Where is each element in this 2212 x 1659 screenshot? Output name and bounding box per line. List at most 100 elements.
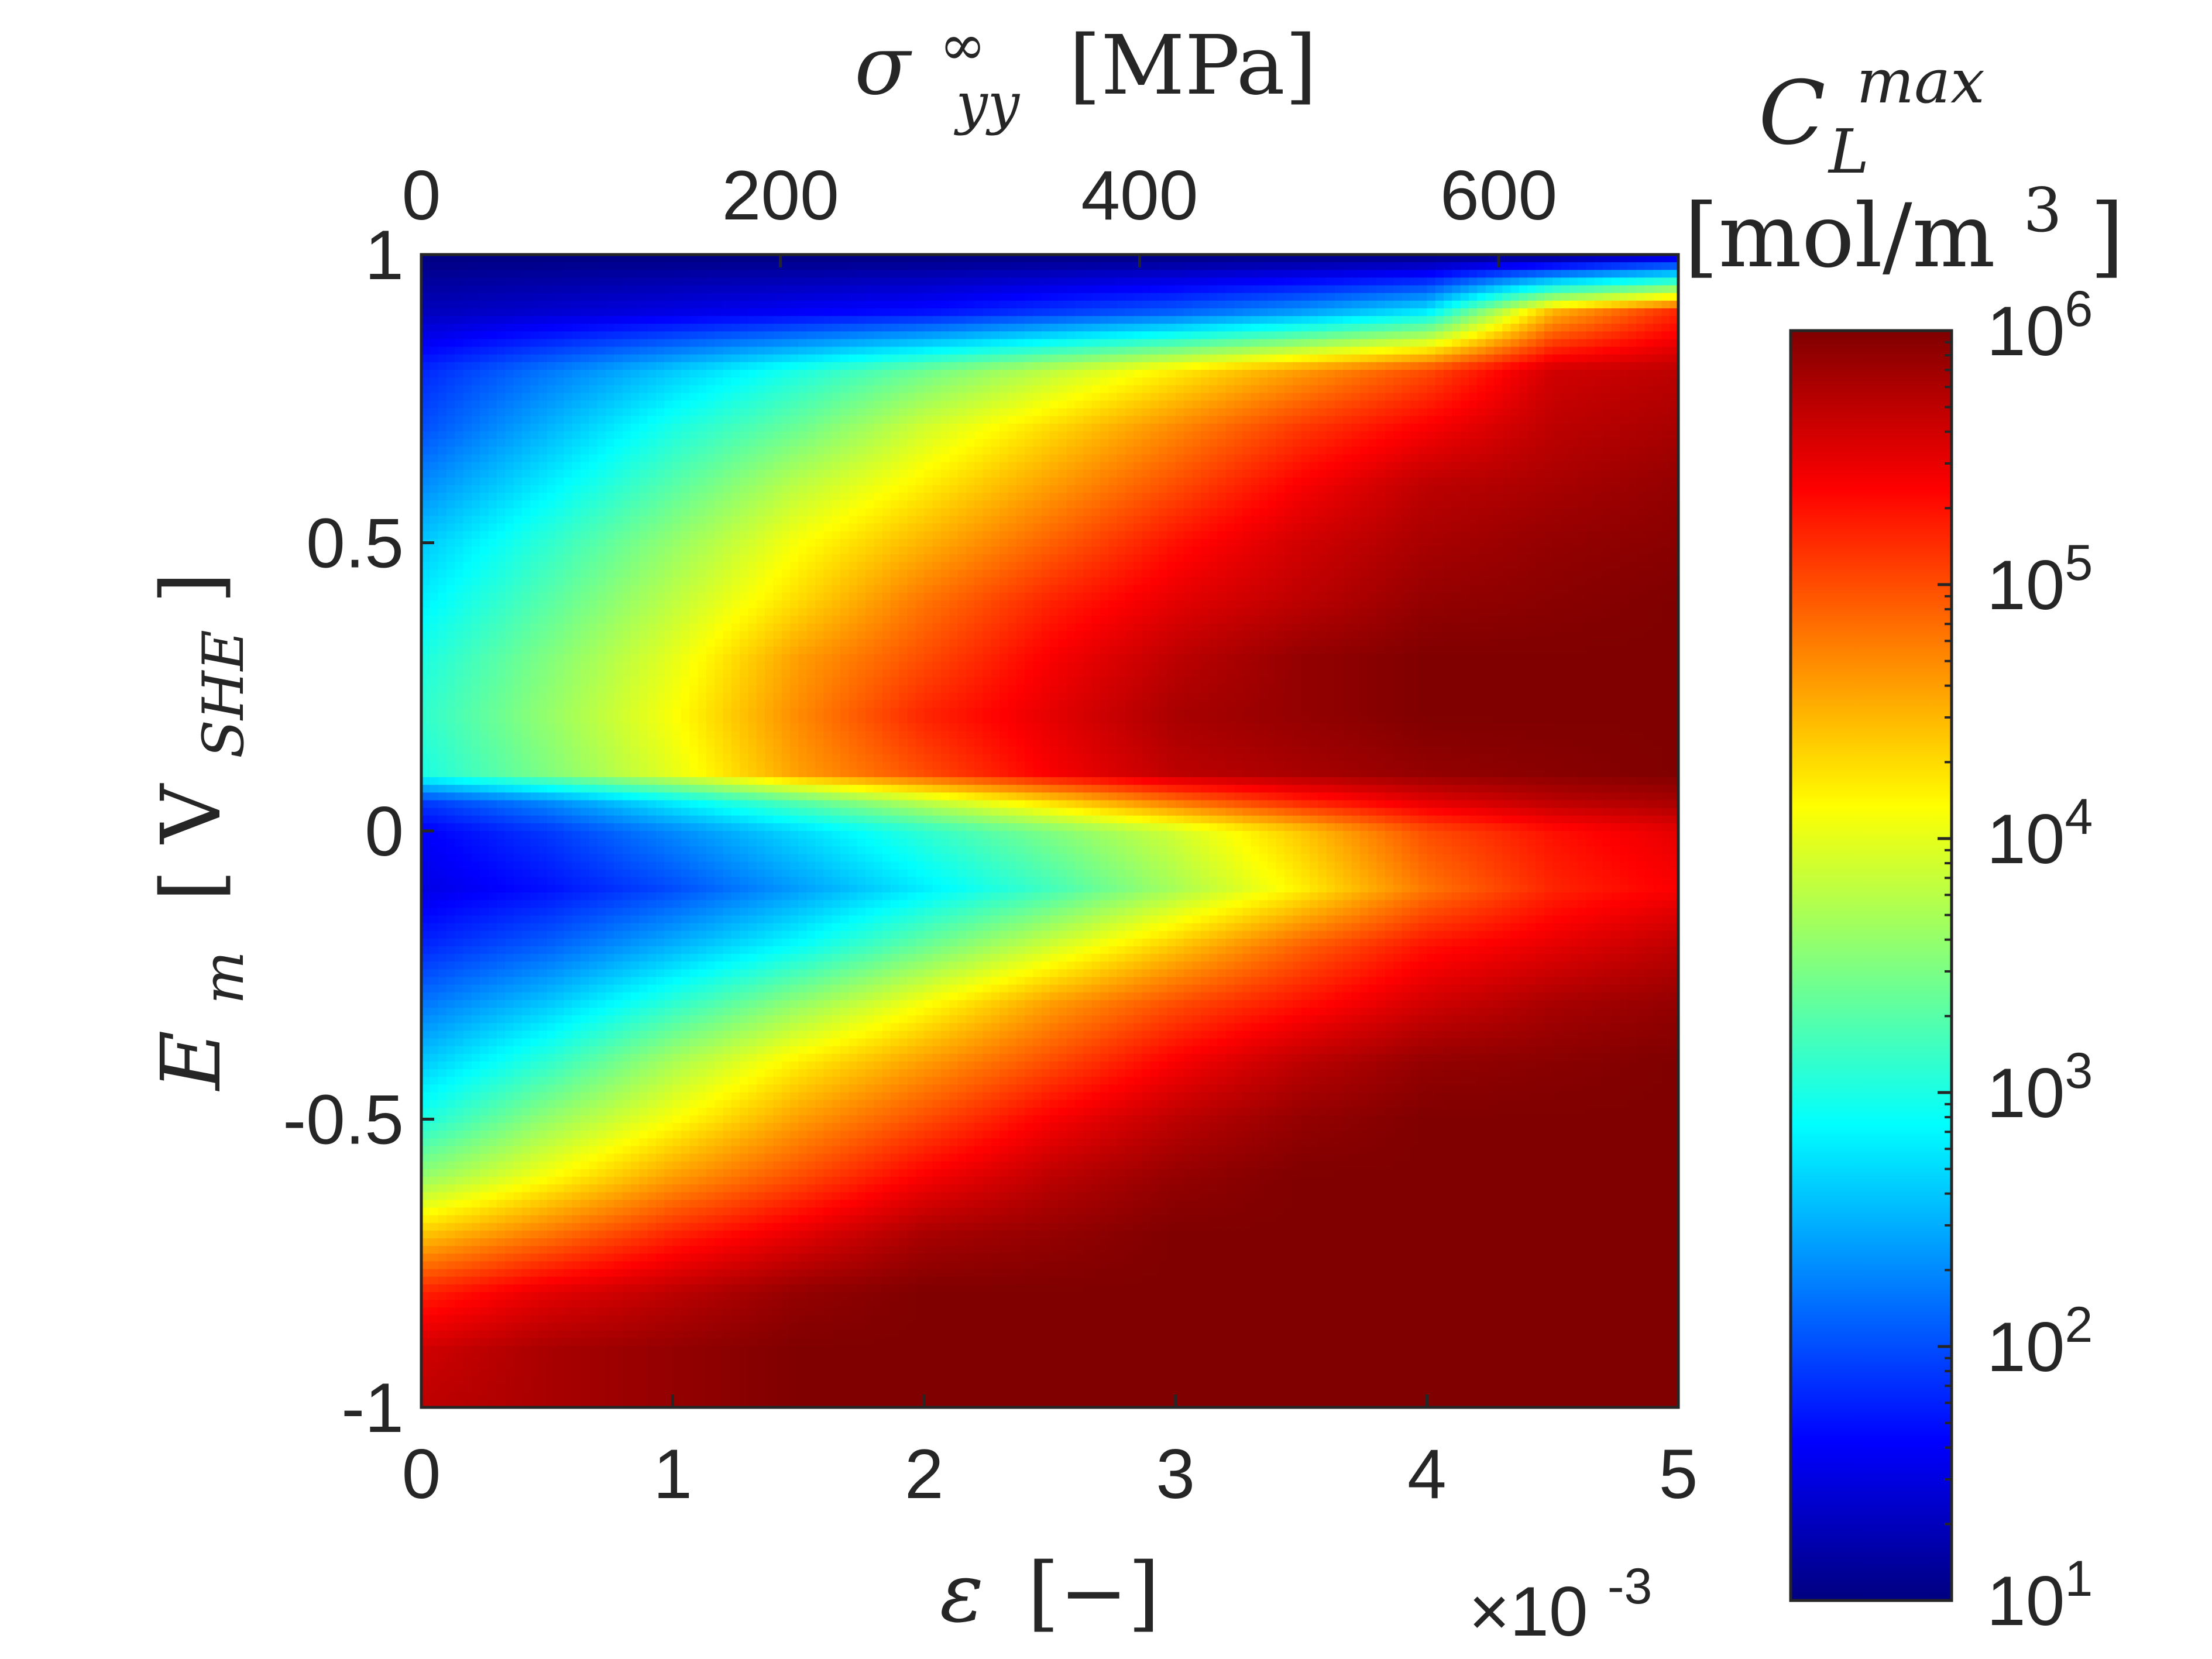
heatmap-cell bbox=[513, 316, 523, 324]
heatmap-cell bbox=[1025, 324, 1034, 332]
heatmap-cell bbox=[1485, 346, 1495, 355]
heatmap-cell bbox=[1351, 362, 1361, 370]
heatmap-cell bbox=[1334, 454, 1344, 463]
heatmap-cell bbox=[1108, 423, 1118, 432]
heatmap-cell bbox=[1536, 354, 1545, 363]
heatmap-cell bbox=[521, 508, 531, 517]
heatmap-cell bbox=[1259, 370, 1269, 378]
heatmap-cell bbox=[924, 400, 933, 409]
heatmap-cell bbox=[1594, 262, 1603, 271]
heatmap-cell bbox=[1569, 339, 1578, 348]
heatmap-cell bbox=[1452, 415, 1461, 424]
heatmap-cell bbox=[1259, 400, 1269, 409]
heatmap-cell bbox=[1150, 393, 1159, 401]
heatmap-cell bbox=[974, 277, 984, 286]
heatmap-cell bbox=[865, 439, 875, 448]
heatmap-cell bbox=[1402, 255, 1411, 263]
heatmap-cell bbox=[706, 500, 715, 509]
heatmap-cell bbox=[740, 300, 749, 309]
heatmap-cell bbox=[655, 354, 665, 363]
heatmap-cell bbox=[1536, 408, 1545, 417]
heatmap-cell bbox=[983, 477, 992, 486]
heatmap-cell bbox=[1217, 462, 1227, 470]
heatmap-cell bbox=[581, 439, 590, 448]
heatmap-cell bbox=[1502, 485, 1512, 493]
heatmap-cell bbox=[1134, 446, 1143, 455]
heatmap-cell bbox=[890, 446, 900, 455]
heatmap-cell bbox=[765, 270, 774, 279]
heatmap-cell bbox=[1150, 462, 1159, 470]
heatmap-cell bbox=[538, 408, 548, 417]
heatmap-cell bbox=[1393, 431, 1403, 439]
heatmap-cell bbox=[1410, 431, 1419, 439]
heatmap-cell bbox=[940, 316, 950, 324]
heatmap-cell bbox=[430, 316, 439, 324]
heatmap-cell bbox=[1435, 431, 1444, 439]
heatmap-cell bbox=[446, 462, 456, 470]
heatmap-cell bbox=[1134, 377, 1143, 386]
heatmap-cell bbox=[1452, 270, 1461, 279]
heatmap-cell bbox=[1192, 324, 1201, 332]
heatmap-cell bbox=[1117, 255, 1126, 263]
heatmap-cell bbox=[655, 285, 665, 294]
heatmap-cell bbox=[1469, 285, 1478, 294]
heatmap-cell bbox=[572, 500, 581, 509]
heatmap-cell bbox=[1091, 354, 1101, 363]
heatmap-cell bbox=[1653, 393, 1663, 401]
heatmap-cell bbox=[1469, 385, 1478, 394]
heatmap-cell bbox=[874, 324, 883, 332]
heatmap-cell bbox=[765, 400, 774, 409]
heatmap-cell bbox=[1125, 377, 1134, 386]
heatmap-cell bbox=[689, 316, 699, 324]
heatmap-cell bbox=[698, 316, 707, 324]
heatmap-cell bbox=[740, 346, 749, 355]
heatmap-cell bbox=[1251, 493, 1260, 502]
heatmap-cell bbox=[1041, 431, 1050, 439]
heatmap-cell bbox=[689, 324, 699, 332]
heatmap-cell bbox=[622, 485, 631, 493]
heatmap-cell bbox=[664, 277, 674, 286]
heatmap-cell bbox=[723, 415, 732, 424]
heatmap-cell bbox=[1293, 270, 1302, 279]
heatmap-cell bbox=[1376, 331, 1386, 340]
heatmap-cell bbox=[1493, 415, 1503, 424]
heatmap-cell bbox=[849, 308, 858, 317]
heatmap-cell bbox=[924, 354, 933, 363]
heatmap-cell bbox=[806, 262, 816, 271]
heatmap-cell bbox=[949, 493, 959, 502]
heatmap-cell bbox=[1301, 362, 1310, 370]
heatmap-cell bbox=[1159, 285, 1168, 294]
heatmap-cell bbox=[1184, 339, 1193, 348]
heatmap-cell bbox=[1460, 270, 1469, 279]
heatmap-cell bbox=[572, 370, 581, 378]
heatmap-cell bbox=[589, 431, 598, 439]
heatmap-cell bbox=[1519, 500, 1529, 509]
heatmap-cell bbox=[698, 462, 707, 470]
heatmap-cell bbox=[463, 446, 472, 455]
heatmap-cell bbox=[496, 477, 506, 486]
heatmap-cell bbox=[1167, 408, 1176, 417]
heatmap-cell bbox=[1301, 477, 1310, 486]
heatmap-cell bbox=[1192, 393, 1201, 401]
heatmap-cell bbox=[815, 270, 825, 279]
heatmap-cell bbox=[1552, 324, 1562, 332]
heatmap-cell bbox=[1033, 431, 1042, 439]
heatmap-cell bbox=[606, 354, 615, 363]
heatmap-cell bbox=[991, 346, 1000, 355]
heatmap-cell bbox=[647, 454, 657, 463]
heatmap-cell bbox=[1544, 270, 1553, 279]
heatmap-cell bbox=[1410, 316, 1419, 324]
heatmap-cell bbox=[823, 408, 833, 417]
heatmap-cell bbox=[1343, 477, 1352, 486]
heatmap-cell bbox=[647, 354, 657, 363]
heatmap-cell bbox=[924, 293, 933, 301]
heatmap-cell bbox=[1074, 362, 1084, 370]
heatmap-cell bbox=[1150, 324, 1159, 332]
heatmap-cell bbox=[1100, 270, 1110, 279]
heatmap-cell bbox=[806, 462, 816, 470]
heatmap-cell bbox=[706, 477, 715, 486]
heatmap-cell bbox=[991, 331, 1000, 340]
heatmap-cell bbox=[1502, 346, 1512, 355]
heatmap-cell bbox=[1469, 331, 1478, 340]
heatmap-cell bbox=[639, 324, 648, 332]
